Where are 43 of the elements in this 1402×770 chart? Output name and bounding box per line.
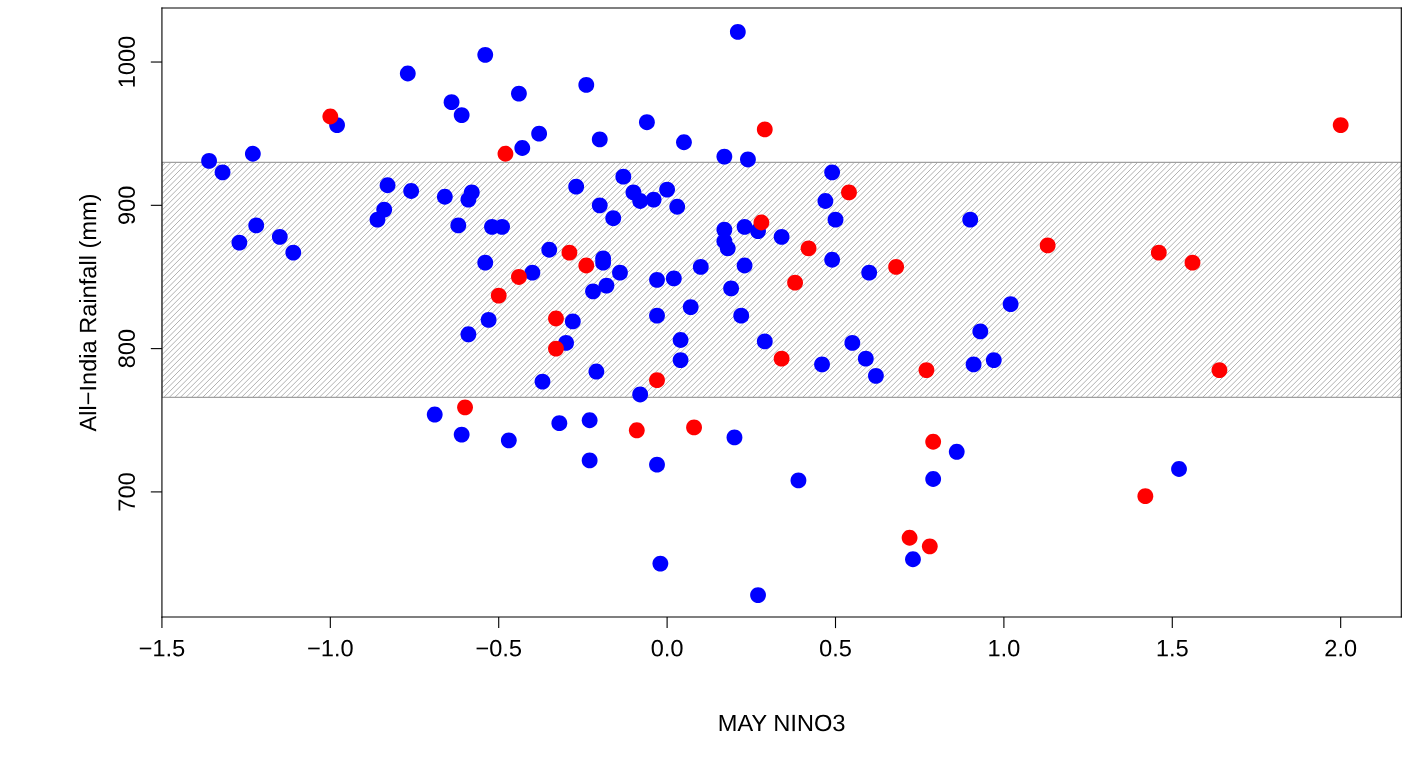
point [1137,488,1154,505]
point [901,529,918,546]
point [497,145,514,162]
point [548,340,564,357]
point [322,108,339,125]
point [628,422,645,439]
y-tick-label: 900 [118,186,136,224]
point [841,184,857,201]
point [1039,237,1056,254]
point [686,419,702,436]
x-axis-title: MAY NINO3 [719,714,845,732]
point [921,538,938,555]
point [457,399,473,416]
y-tick-label: 800 [118,329,136,368]
point [649,372,665,389]
point [888,259,905,275]
point [1211,362,1228,379]
x-tick-label: 0.5 [820,639,851,657]
point [800,240,817,257]
point [787,274,803,291]
point [1184,254,1201,271]
point [925,433,942,450]
x-tick-label: −1.5 [139,640,185,657]
x-tick-label: 1.0 [989,639,1020,657]
point [753,214,770,231]
x-tick-label: −0.5 [476,639,522,657]
point [773,350,790,367]
x-tick-label: 1.5 [1157,640,1188,657]
y-tick-label: 700 [118,473,136,511]
point [578,257,595,274]
point [756,121,773,138]
y-tick-label: 1000 [118,36,136,87]
point [490,287,507,304]
y-axis-title: All−India Rainfall (mm) [79,194,102,432]
point [1332,117,1349,133]
point [548,310,564,327]
point [561,244,578,261]
x-tick-label: 0.0 [651,639,683,657]
point [918,362,935,379]
x-tick-label: −1.0 [308,639,353,657]
point [1150,244,1167,261]
x-tick-label: 2.0 [1325,639,1357,657]
point [511,269,527,285]
